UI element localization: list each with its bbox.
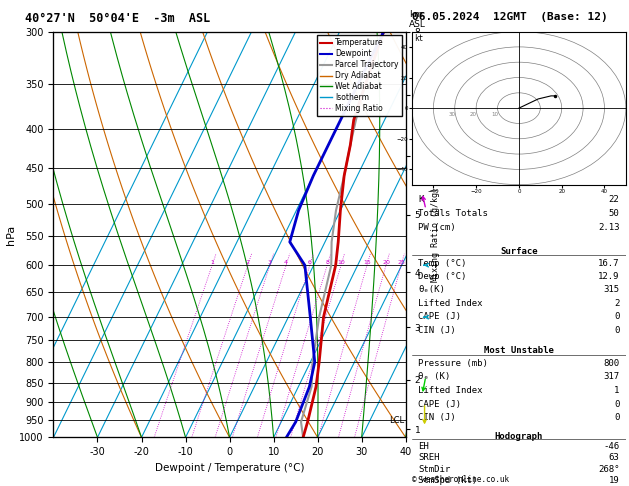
Text: 10: 10 bbox=[337, 260, 345, 265]
Text: 8: 8 bbox=[325, 260, 329, 265]
Text: 2.13: 2.13 bbox=[598, 223, 620, 231]
Text: Most Unstable: Most Unstable bbox=[484, 346, 554, 355]
Text: θₑ (K): θₑ (K) bbox=[418, 372, 450, 382]
Text: Dewp (°C): Dewp (°C) bbox=[418, 272, 467, 281]
Text: 3: 3 bbox=[268, 260, 272, 265]
Text: kt: kt bbox=[414, 34, 423, 43]
Text: 6: 6 bbox=[308, 260, 312, 265]
Text: Lifted Index: Lifted Index bbox=[418, 386, 483, 395]
Text: StmDir: StmDir bbox=[418, 465, 450, 474]
Text: 2: 2 bbox=[614, 299, 620, 308]
Text: Surface: Surface bbox=[500, 247, 538, 256]
Text: 0: 0 bbox=[614, 326, 620, 335]
Text: CIN (J): CIN (J) bbox=[418, 413, 456, 422]
Legend: Temperature, Dewpoint, Parcel Trajectory, Dry Adiabat, Wet Adiabat, Isotherm, Mi: Temperature, Dewpoint, Parcel Trajectory… bbox=[317, 35, 402, 116]
Text: 20: 20 bbox=[470, 112, 477, 117]
Text: 20: 20 bbox=[382, 260, 390, 265]
Text: 22: 22 bbox=[609, 194, 620, 204]
Text: 268°: 268° bbox=[598, 465, 620, 474]
Text: SREH: SREH bbox=[418, 453, 440, 462]
Text: Temp (°C): Temp (°C) bbox=[418, 259, 467, 268]
Text: 0: 0 bbox=[614, 312, 620, 321]
X-axis label: Dewpoint / Temperature (°C): Dewpoint / Temperature (°C) bbox=[155, 463, 304, 473]
Text: 0: 0 bbox=[614, 413, 620, 422]
Text: Hodograph: Hodograph bbox=[495, 433, 543, 441]
Text: 30: 30 bbox=[448, 112, 455, 117]
Text: 4: 4 bbox=[284, 260, 288, 265]
Text: -46: -46 bbox=[603, 442, 620, 451]
Text: 16.7: 16.7 bbox=[598, 259, 620, 268]
Text: Mixing Ratio (g/kg): Mixing Ratio (g/kg) bbox=[431, 187, 440, 282]
Text: © weatheronline.co.uk: © weatheronline.co.uk bbox=[412, 474, 509, 484]
Text: 317: 317 bbox=[603, 372, 620, 382]
Text: 63: 63 bbox=[609, 453, 620, 462]
Text: Lifted Index: Lifted Index bbox=[418, 299, 483, 308]
Text: 12.9: 12.9 bbox=[598, 272, 620, 281]
Text: 19: 19 bbox=[609, 476, 620, 486]
Text: 50: 50 bbox=[609, 208, 620, 218]
Text: 1: 1 bbox=[210, 260, 214, 265]
Text: θₑ(K): θₑ(K) bbox=[418, 285, 445, 295]
Y-axis label: hPa: hPa bbox=[6, 225, 16, 244]
Text: Pressure (mb): Pressure (mb) bbox=[418, 359, 488, 368]
Text: 315: 315 bbox=[603, 285, 620, 295]
Text: 25: 25 bbox=[397, 260, 405, 265]
Text: 0: 0 bbox=[614, 399, 620, 409]
Text: LCL: LCL bbox=[389, 416, 404, 425]
Text: CAPE (J): CAPE (J) bbox=[418, 399, 462, 409]
Text: 2: 2 bbox=[246, 260, 250, 265]
Text: Totals Totals: Totals Totals bbox=[418, 208, 488, 218]
Text: CIN (J): CIN (J) bbox=[418, 326, 456, 335]
Text: 40°27'N  50°04'E  -3m  ASL: 40°27'N 50°04'E -3m ASL bbox=[25, 12, 211, 25]
Text: 06.05.2024  12GMT  (Base: 12): 06.05.2024 12GMT (Base: 12) bbox=[412, 12, 608, 22]
Text: km
ASL: km ASL bbox=[409, 10, 426, 29]
Text: 800: 800 bbox=[603, 359, 620, 368]
Text: 10: 10 bbox=[491, 112, 498, 117]
Text: PW (cm): PW (cm) bbox=[418, 223, 456, 231]
Text: K: K bbox=[418, 194, 424, 204]
Text: 1: 1 bbox=[614, 386, 620, 395]
Text: StmSpd (kt): StmSpd (kt) bbox=[418, 476, 477, 486]
Text: 15: 15 bbox=[363, 260, 371, 265]
Text: EH: EH bbox=[418, 442, 429, 451]
Text: CAPE (J): CAPE (J) bbox=[418, 312, 462, 321]
